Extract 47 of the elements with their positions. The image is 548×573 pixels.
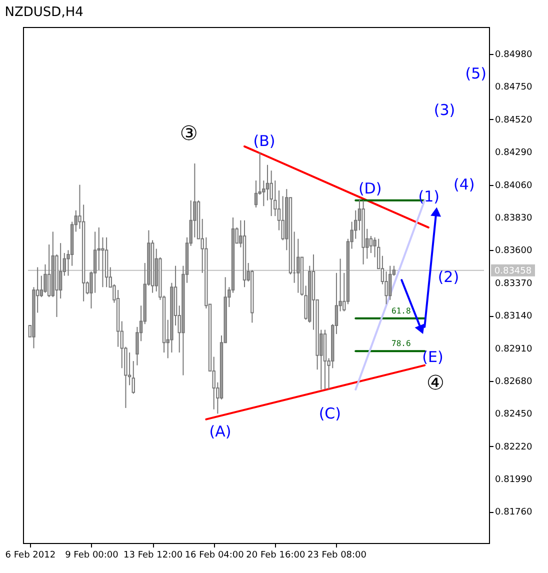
annotation: (D) [358,179,382,198]
y-tick-label: 0.83830 [495,213,532,224]
x-tick-label: 6 Feb 2012 [5,550,56,560]
candlestick [369,235,373,254]
y-tick-label: 0.84980 [495,50,532,60]
x-tick-label: 9 Feb 00:00 [65,550,119,560]
annotation: (2) [438,268,460,286]
y-tick-label: 0.82680 [495,376,532,387]
y-tick-label: 0.84290 [495,148,532,158]
y-tick-label: 0.81990 [495,475,532,486]
series-label: 78.6 [392,339,411,348]
y-tick-label: 0.82220 [495,442,532,452]
annotation: (A) [209,422,232,441]
annotation: ④ [426,370,444,394]
y-tick-label: 0.83370 [495,278,532,289]
annotation: (B) [253,132,276,150]
x-tick-label: 13 Feb 12:00 [124,550,183,560]
candlestick [93,231,97,294]
candlestick [388,265,392,300]
annotation: (1) [418,187,440,206]
annotation: (3) [434,100,456,119]
y-tick-label: 0.84060 [495,180,532,191]
annotation: (C) [318,404,341,423]
y-tick-label: 0.84750 [495,82,532,93]
series-label: 61.8 [392,306,411,316]
y-tick-label: 0.83140 [495,312,532,322]
x-tick-label: 23 Feb 08:00 [307,550,367,560]
y-tick-label: 0.84520 [495,115,532,126]
candlestick [266,164,270,201]
x-tick-label: 16 Feb 04:00 [184,550,244,560]
y-tick-label: 0.83600 [495,246,532,256]
x-tick-label: 20 Feb 16:00 [246,550,306,560]
chart-title: NZDUSD,H4 [4,5,84,20]
y-tick-label: 0.82910 [495,344,532,354]
annotation: ③ [180,121,198,146]
annotation: (4) [453,175,475,194]
annotation: (E) [422,348,444,366]
candlestick [58,242,62,300]
annotation: (5) [465,64,486,83]
candlestick [47,244,51,298]
candlestick [101,236,104,288]
ref-line-label: 0.83458 [494,266,532,276]
candlestick [254,180,258,208]
y-tick-label: 0.81760 [495,508,532,518]
candlestick [44,264,47,294]
y-tick-label: 0.82450 [495,410,532,420]
candlestick [132,360,135,394]
